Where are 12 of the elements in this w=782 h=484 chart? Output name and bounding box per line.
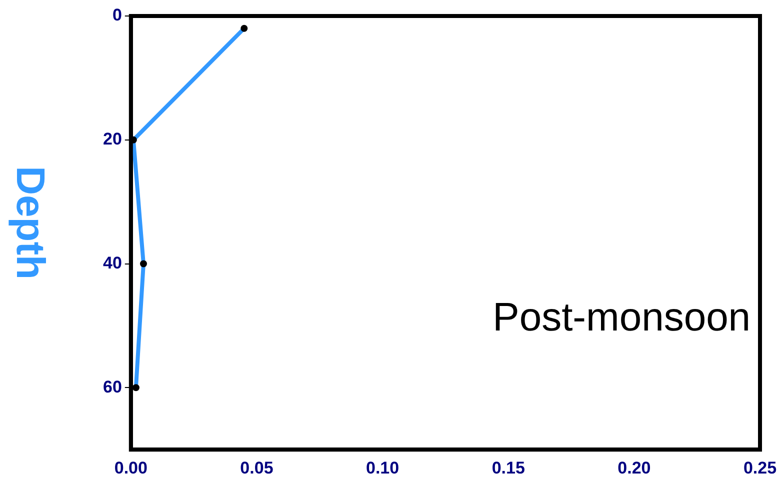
- y-axis-title: Depth: [8, 166, 52, 280]
- x-tick-label: 0.15: [492, 458, 525, 478]
- y-tick-label: 40: [102, 253, 122, 272]
- x-tick-label: 0.00: [114, 458, 148, 478]
- y-tick-label: 20: [102, 130, 122, 149]
- x-tick-label: 0.10: [366, 458, 400, 478]
- y-tick-label: 60: [102, 377, 122, 396]
- y-tick-label: 0: [112, 6, 122, 25]
- x-tick-label: 0.20: [618, 458, 651, 478]
- annotation: Post-monsoon: [492, 296, 751, 340]
- x-tick-label: 0.05: [240, 458, 274, 478]
- x-tick-label: 0.25: [743, 458, 777, 478]
